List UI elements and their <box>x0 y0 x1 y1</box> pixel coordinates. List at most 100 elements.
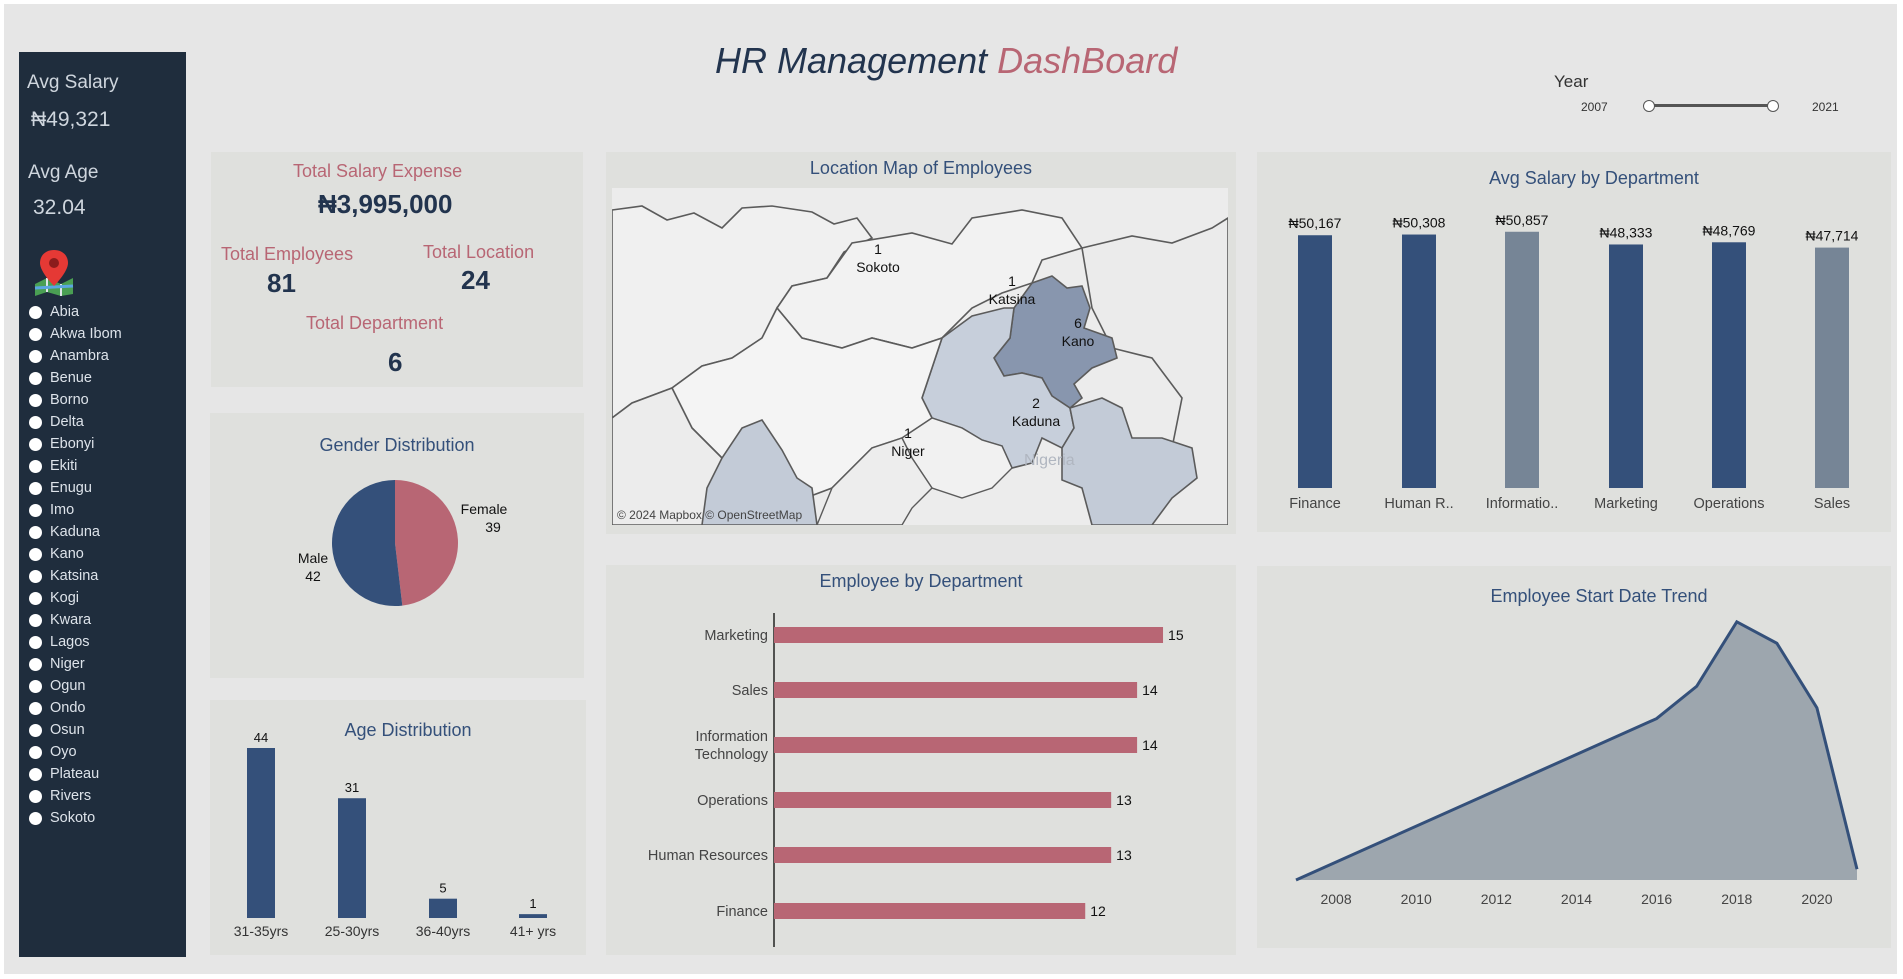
state-label: Enugu <box>50 480 92 496</box>
radio-button[interactable] <box>29 503 42 517</box>
location-value: 24 <box>461 265 490 295</box>
state-label: Delta <box>50 414 84 430</box>
radio-button[interactable] <box>29 481 42 495</box>
state-filter-ondo[interactable]: Ondo <box>29 697 122 719</box>
trend-x-tick: 2012 <box>1481 891 1512 907</box>
state-label: Niger <box>50 656 85 672</box>
avg-salary-value: ₦49,321 <box>31 108 111 131</box>
radio-button[interactable] <box>29 723 42 737</box>
dept-count-chart: 15 Marketing 14 Sales 14 Information Technolog… <box>648 613 1184 947</box>
dept-count-bar[interactable] <box>774 737 1138 753</box>
state-filter-kano[interactable]: Kano <box>29 543 122 565</box>
state-filter-borno[interactable]: Borno <box>29 389 122 411</box>
salary-category-label: Human R.. <box>1384 496 1453 512</box>
location-map[interactable]: Nigeria 1 Sokoto 1 Katsina 6 Kano 2 Kaduna 1 Nige… <box>612 188 1228 525</box>
radio-button[interactable] <box>29 393 42 407</box>
radio-button[interactable] <box>29 327 42 341</box>
radio-button[interactable] <box>29 459 42 473</box>
radio-button[interactable] <box>29 657 42 671</box>
dept-count-bar[interactable] <box>774 903 1086 919</box>
state-label: Osun <box>50 722 85 738</box>
state-filter-lagos[interactable]: Lagos <box>29 631 122 653</box>
map-region-name: Katsina <box>989 291 1036 307</box>
state-filter-abia[interactable]: Abia <box>29 301 122 323</box>
salary-bar[interactable] <box>1609 244 1643 488</box>
slider-track <box>1647 104 1775 107</box>
state-filter-anambra[interactable]: Anambra <box>29 345 122 367</box>
pie-slice-female[interactable] <box>395 480 459 606</box>
salary-bar[interactable] <box>1402 234 1436 488</box>
state-filter-imo[interactable]: Imo <box>29 499 122 521</box>
radio-button[interactable] <box>29 547 42 561</box>
state-filter-delta[interactable]: Delta <box>29 411 122 433</box>
dept-count-bar[interactable] <box>774 682 1138 698</box>
age-bar[interactable] <box>338 798 366 918</box>
pie-slice-male[interactable] <box>332 480 403 606</box>
state-label: Kwara <box>50 612 92 628</box>
state-filter-akwa-ibom[interactable]: Akwa Ibom <box>29 323 122 345</box>
radio-button[interactable] <box>29 305 42 319</box>
dept-count-value: 14 <box>1142 682 1158 698</box>
trend-title: Employee Start Date Trend <box>1490 586 1708 606</box>
dept-count-bar[interactable] <box>774 847 1112 863</box>
salary-bar[interactable] <box>1815 247 1849 488</box>
state-filter-ogun[interactable]: Ogun <box>29 675 122 697</box>
age-bar[interactable] <box>247 748 275 918</box>
state-filter-osun[interactable]: Osun <box>29 719 122 741</box>
map-region-name: Kaduna <box>1012 413 1060 429</box>
salary-bar[interactable] <box>1505 231 1539 488</box>
slider-min-handle[interactable] <box>1643 100 1655 112</box>
state-filter-kogi[interactable]: Kogi <box>29 587 122 609</box>
salary-bar[interactable] <box>1298 235 1332 488</box>
dept-count-value: 14 <box>1142 737 1158 753</box>
radio-button[interactable] <box>29 371 42 385</box>
age-bar[interactable] <box>519 914 547 918</box>
region-kwara-area[interactable] <box>701 419 818 525</box>
state-filter-rivers[interactable]: Rivers <box>29 785 122 807</box>
radio-button[interactable] <box>29 635 42 649</box>
state-filter-kaduna[interactable]: Kaduna <box>29 521 122 543</box>
state-filter-benue[interactable]: Benue <box>29 367 122 389</box>
radio-button[interactable] <box>29 811 42 825</box>
radio-button[interactable] <box>29 701 42 715</box>
state-filter-kwara[interactable]: Kwara <box>29 609 122 631</box>
age-bar-value: 5 <box>439 881 446 896</box>
dept-category-label: Sales <box>732 683 768 699</box>
state-filter-niger[interactable]: Niger <box>29 653 122 675</box>
slider-max-handle[interactable] <box>1767 100 1779 112</box>
map-region-value: 1 <box>1008 273 1016 289</box>
state-filter-enugu[interactable]: Enugu <box>29 477 122 499</box>
radio-button[interactable] <box>29 745 42 759</box>
state-filter-plateau[interactable]: Plateau <box>29 763 122 785</box>
radio-button[interactable] <box>29 349 42 363</box>
radio-button[interactable] <box>29 415 42 429</box>
trend-line[interactable] <box>1295 619 1859 882</box>
radio-button[interactable] <box>29 679 42 693</box>
year-range-slider[interactable] <box>1643 99 1779 113</box>
salary-bar[interactable] <box>1712 242 1746 488</box>
state-filter-ekiti[interactable]: Ekiti <box>29 455 122 477</box>
radio-button[interactable] <box>29 789 42 803</box>
state-filter-ebonyi[interactable]: Ebonyi <box>29 433 122 455</box>
radio-button[interactable] <box>29 569 42 583</box>
dept-count-bar[interactable] <box>774 627 1164 643</box>
gender-pie-chart: Female 39 Male 42 <box>298 480 508 606</box>
radio-button[interactable] <box>29 591 42 605</box>
state-label: Oyo <box>50 744 77 760</box>
map-region-value: 1 <box>904 425 912 441</box>
age-panel: Age Distribution 44 31-35yrs 31 25-30yrs 5 36… <box>210 700 586 955</box>
state-label: Imo <box>50 502 75 518</box>
trend-x-tick: 2010 <box>1401 891 1432 907</box>
year-filter-label: Year <box>1554 72 1589 91</box>
radio-button[interactable] <box>29 613 42 627</box>
state-filter-katsina[interactable]: Katsina <box>29 565 122 587</box>
age-bar[interactable] <box>429 898 457 918</box>
state-filter-oyo[interactable]: Oyo <box>29 741 122 763</box>
dept-count-bar[interactable] <box>774 792 1112 808</box>
radio-button[interactable] <box>29 437 42 451</box>
state-filter-sokoto[interactable]: Sokoto <box>29 807 122 829</box>
radio-button[interactable] <box>29 767 42 781</box>
age-category-label: 31-35yrs <box>234 923 288 939</box>
region-plateau-area[interactable] <box>1061 397 1198 525</box>
radio-button[interactable] <box>29 525 42 539</box>
